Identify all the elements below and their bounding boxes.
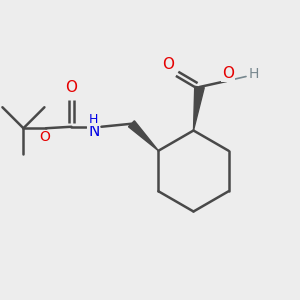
Text: H: H	[248, 67, 259, 81]
Text: N: N	[88, 124, 100, 139]
Text: H: H	[89, 113, 99, 126]
Text: O: O	[222, 66, 234, 81]
Text: O: O	[65, 80, 77, 95]
Text: O: O	[162, 57, 174, 72]
Polygon shape	[128, 121, 158, 151]
Polygon shape	[194, 86, 204, 130]
Text: O: O	[39, 130, 50, 144]
